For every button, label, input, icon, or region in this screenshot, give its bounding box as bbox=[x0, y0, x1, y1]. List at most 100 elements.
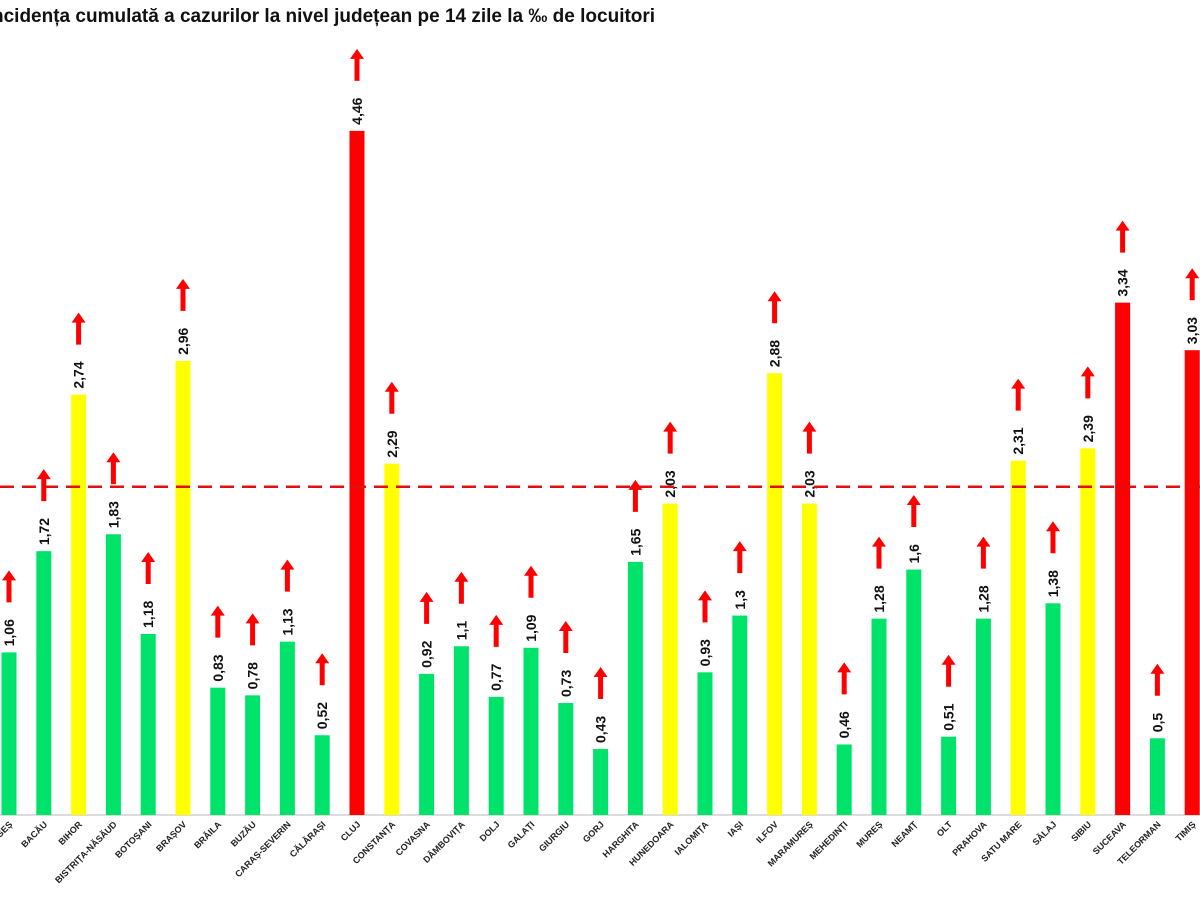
data-label-6: 0,83 bbox=[210, 654, 226, 681]
up-arrow-icon-23 bbox=[802, 421, 817, 454]
data-label-14: 0,77 bbox=[488, 663, 504, 690]
data-label-32: 3,34 bbox=[1115, 269, 1131, 296]
up-arrow-icon-6 bbox=[210, 605, 225, 638]
bar-34 bbox=[1184, 350, 1200, 815]
x-tick-label-34: TIMIȘ bbox=[1174, 819, 1198, 843]
bar-25 bbox=[871, 618, 887, 815]
bar-20 bbox=[697, 672, 713, 815]
up-arrow-icon-33 bbox=[1150, 663, 1165, 696]
bar-1 bbox=[36, 551, 52, 815]
up-arrow-icon-24 bbox=[837, 662, 852, 695]
up-arrow-icon-27 bbox=[941, 654, 956, 687]
bar-11 bbox=[384, 463, 400, 815]
x-tick-label-32: SUCEAVA bbox=[1091, 819, 1129, 857]
up-arrow-icon-16 bbox=[558, 621, 573, 654]
data-label-15: 1,09 bbox=[523, 614, 539, 641]
up-arrow-icon-29 bbox=[1011, 378, 1026, 411]
data-label-17: 0,43 bbox=[593, 716, 609, 743]
x-tick-label-0: ARGEȘ bbox=[0, 819, 14, 849]
data-label-4: 1,18 bbox=[140, 601, 156, 628]
x-tick-label-9: CĂLĂRAȘI bbox=[288, 819, 328, 859]
bar-3 bbox=[105, 534, 121, 815]
data-label-3: 1,83 bbox=[105, 501, 121, 528]
data-label-0: 1,06 bbox=[1, 619, 17, 646]
x-tick-label-5: BRAȘOV bbox=[154, 819, 188, 853]
x-tick-label-22: ILFOV bbox=[754, 819, 780, 845]
data-label-18: 1,65 bbox=[627, 528, 643, 555]
up-arrow-icon-2 bbox=[71, 312, 86, 345]
bar-12 bbox=[419, 673, 435, 815]
x-tick-label-30: SĂLAJ bbox=[1030, 819, 1058, 847]
bar-5 bbox=[175, 360, 191, 815]
data-label-31: 2,39 bbox=[1080, 415, 1096, 442]
x-tick-label-15: GALAȚI bbox=[506, 819, 537, 850]
data-label-30: 1,38 bbox=[1045, 570, 1061, 597]
bar-26 bbox=[906, 569, 922, 815]
bar-27 bbox=[941, 736, 957, 815]
bar-2 bbox=[71, 394, 87, 815]
x-tick-label-7: BUZĂU bbox=[229, 819, 258, 848]
bar-18 bbox=[627, 561, 643, 815]
data-label-16: 0,73 bbox=[558, 670, 574, 697]
bar-0 bbox=[1, 652, 17, 815]
bar-19 bbox=[662, 503, 678, 815]
data-label-20: 0,93 bbox=[697, 639, 713, 666]
data-label-28: 1,28 bbox=[975, 585, 991, 612]
data-label-23: 2,03 bbox=[801, 470, 817, 497]
x-tick-label-2: BIHOR bbox=[56, 819, 84, 847]
data-label-27: 0,51 bbox=[941, 703, 957, 730]
up-arrow-icon-28 bbox=[976, 536, 991, 569]
bar-6 bbox=[210, 687, 226, 815]
up-arrow-icon-30 bbox=[1046, 521, 1060, 554]
bar-32 bbox=[1115, 302, 1131, 815]
bar-15 bbox=[523, 647, 539, 815]
up-arrow-icon-13 bbox=[454, 571, 469, 604]
up-arrow-icon-17 bbox=[593, 667, 608, 700]
up-arrow-icon-20 bbox=[698, 590, 712, 623]
x-tick-label-27: OLT bbox=[935, 819, 955, 839]
data-label-22: 2,88 bbox=[767, 340, 783, 367]
data-label-7: 0,78 bbox=[245, 662, 261, 689]
bar-10 bbox=[349, 130, 365, 815]
up-arrow-icon-0 bbox=[2, 570, 16, 603]
data-label-19: 2,03 bbox=[662, 470, 678, 497]
data-label-24: 0,46 bbox=[836, 711, 852, 738]
up-arrow-icon-15 bbox=[524, 565, 538, 598]
up-arrow-icon-19 bbox=[663, 421, 678, 454]
bar-9 bbox=[314, 735, 330, 815]
bar-14 bbox=[488, 696, 504, 815]
up-arrow-icon-25 bbox=[872, 536, 886, 569]
up-arrow-icon-22 bbox=[767, 291, 782, 324]
data-label-29: 2,31 bbox=[1010, 427, 1026, 454]
x-tick-label-26: NEAMȚ bbox=[890, 819, 920, 849]
x-tick-label-10: CLUJ bbox=[339, 819, 363, 843]
up-arrow-icon-5 bbox=[176, 278, 190, 311]
x-tick-label-6: BRĂILA bbox=[192, 819, 223, 850]
x-tick-label-3: BISTRIȚA-NĂSĂUD bbox=[53, 819, 119, 885]
bar-21 bbox=[732, 615, 748, 815]
data-label-34: 3,03 bbox=[1184, 317, 1200, 344]
bar-7 bbox=[245, 695, 261, 815]
bar-8 bbox=[279, 641, 295, 815]
bar-29 bbox=[1010, 460, 1026, 815]
data-label-8: 1,13 bbox=[279, 608, 295, 635]
up-arrow-icon-10 bbox=[350, 48, 364, 81]
x-tick-label-17: GORJ bbox=[581, 819, 606, 844]
up-arrow-icon-14 bbox=[489, 614, 504, 647]
x-tick-label-4: BOTOȘANI bbox=[113, 819, 154, 860]
bar-31 bbox=[1080, 448, 1096, 815]
data-label-33: 0,5 bbox=[1149, 713, 1165, 733]
bar-22 bbox=[767, 373, 783, 815]
data-label-10: 4,46 bbox=[349, 97, 365, 124]
bar-4 bbox=[140, 633, 156, 815]
data-label-26: 1,6 bbox=[906, 544, 922, 564]
x-tick-label-25: MUREȘ bbox=[854, 819, 884, 849]
x-tick-label-20: IALOMIȚA bbox=[673, 819, 711, 857]
up-arrow-icon-1 bbox=[36, 469, 51, 502]
bar-30 bbox=[1045, 603, 1061, 815]
data-label-11: 2,29 bbox=[384, 430, 400, 457]
bar-28 bbox=[975, 618, 991, 815]
data-label-5: 2,96 bbox=[175, 327, 191, 354]
data-label-9: 0,52 bbox=[314, 702, 330, 729]
